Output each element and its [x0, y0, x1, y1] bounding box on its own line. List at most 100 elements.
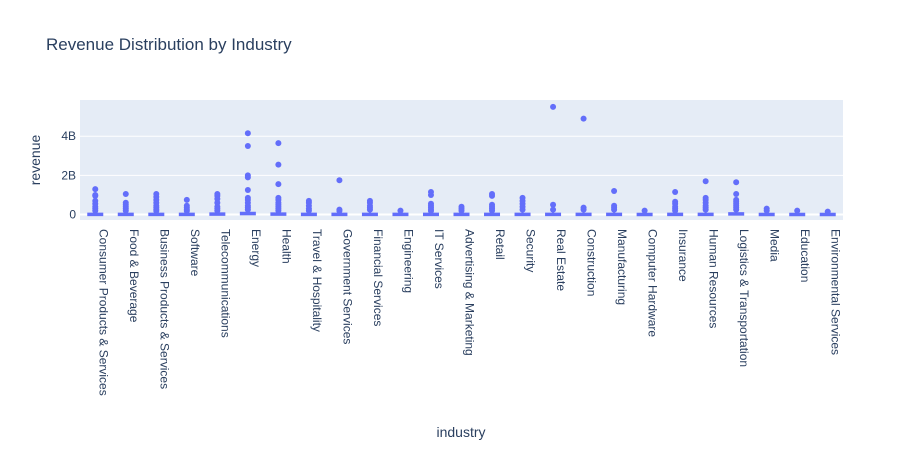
outlier-point — [305, 207, 312, 214]
box-group[interactable] — [392, 207, 409, 217]
x-tick-label: Engineering — [401, 229, 415, 293]
x-tick-label: Retail — [493, 229, 507, 260]
outlier-point — [244, 143, 251, 150]
outlier-point — [550, 103, 557, 110]
x-tick-label: Financial Services — [371, 229, 385, 326]
x-tick-label: Insurance — [676, 229, 690, 282]
outlier-point — [489, 192, 496, 199]
outlier-point — [824, 208, 831, 215]
outlier-point — [275, 161, 282, 168]
outlier-point — [244, 130, 251, 137]
box-group[interactable] — [484, 190, 501, 217]
outlier-point — [489, 207, 496, 214]
outlier-point — [275, 181, 282, 188]
x-tick-label: Advertising & Marketing — [463, 229, 477, 356]
box-group[interactable] — [453, 203, 470, 217]
outlier-point — [580, 115, 587, 122]
outlier-point — [519, 206, 526, 213]
outlier-point — [92, 207, 99, 214]
box-group[interactable] — [789, 207, 806, 217]
box-group[interactable] — [819, 208, 836, 217]
outlier-point — [244, 187, 251, 194]
x-tick-label: Security — [524, 229, 538, 272]
box-group[interactable] — [117, 190, 134, 217]
outlier-point — [275, 140, 282, 147]
x-tick-label: Business Products & Services — [157, 229, 171, 389]
box-group[interactable] — [636, 207, 653, 217]
outlier-point — [702, 178, 709, 185]
box-group[interactable] — [87, 186, 104, 217]
outlier-point — [733, 179, 740, 186]
outlier-point — [153, 207, 160, 214]
x-tick-label: Health — [279, 229, 293, 264]
x-tick-label: Telecommunications — [218, 229, 232, 338]
outlier-point — [763, 207, 770, 214]
x-tick-label: Government Services — [340, 229, 354, 344]
x-tick-labels: Consumer Products & Services Food & Bever… — [96, 229, 842, 396]
box-group[interactable] — [606, 188, 623, 217]
x-axis-title: industry — [436, 424, 485, 440]
outlier-point — [92, 192, 99, 199]
x-tick-label: Manufacturing — [615, 229, 629, 305]
box-group[interactable] — [758, 205, 775, 217]
x-tick-label: Real Estate — [554, 229, 568, 291]
outlier-point — [733, 206, 740, 213]
box-group[interactable] — [239, 130, 256, 216]
outlier-point — [397, 207, 404, 214]
outlier-point — [672, 189, 679, 196]
boxes — [87, 103, 836, 217]
box-group[interactable] — [575, 115, 592, 217]
x-tick-label: Environmental Services — [829, 229, 843, 355]
outlier-point — [733, 190, 740, 197]
box-group[interactable] — [148, 190, 165, 217]
outlier-point — [427, 191, 434, 198]
y-tick-label: 2B — [61, 168, 76, 182]
x-tick-label: Computer Hardware — [646, 229, 660, 337]
box-group[interactable] — [422, 189, 439, 217]
box-group[interactable] — [545, 103, 562, 217]
outlier-point — [122, 190, 129, 197]
outlier-point — [122, 207, 129, 214]
x-tick-label: Media — [768, 229, 782, 262]
box-group[interactable] — [514, 194, 531, 217]
outlier-point — [641, 207, 648, 214]
box-group[interactable] — [270, 140, 287, 216]
outlier-point — [275, 207, 282, 214]
y-tick-label: 4B — [61, 129, 76, 143]
outlier-point — [458, 207, 465, 214]
box-group[interactable] — [331, 177, 348, 217]
x-tick-label: Consumer Products & Services — [96, 229, 110, 396]
box-group[interactable] — [209, 190, 226, 216]
y-tick-label: 0 — [69, 208, 76, 222]
x-tick-label: Software — [188, 229, 202, 277]
outlier-point — [611, 206, 618, 213]
chart-title: Revenue Distribution by Industry — [46, 35, 292, 54]
outlier-point — [183, 196, 190, 203]
box-group[interactable] — [178, 196, 195, 217]
outlier-point — [336, 177, 343, 184]
outlier-point — [366, 206, 373, 213]
y-axis-title: revenue — [27, 134, 43, 185]
outlier-point — [183, 207, 190, 214]
outlier-point — [611, 188, 618, 195]
y-tick-labels: 0 2B 4B — [61, 129, 76, 221]
box-group[interactable] — [667, 189, 684, 217]
outlier-point — [336, 207, 343, 214]
outlier-point — [580, 206, 587, 213]
box-group[interactable] — [300, 197, 317, 217]
plot-area — [80, 100, 843, 220]
outlier-point — [550, 201, 557, 208]
outlier-point — [214, 207, 221, 214]
outlier-point — [92, 186, 99, 193]
box-group[interactable] — [361, 197, 378, 217]
x-tick-label: Human Resources — [707, 229, 721, 328]
x-tick-label: IT Services — [432, 229, 446, 289]
x-tick-label: Food & Beverage — [127, 229, 141, 323]
box-group[interactable] — [697, 178, 714, 217]
box-group[interactable] — [728, 179, 745, 216]
x-tick-label: Travel & Hospitality — [310, 229, 324, 332]
x-tick-label: Education — [798, 229, 812, 282]
outlier-point — [702, 206, 709, 213]
outlier-point — [244, 206, 251, 213]
